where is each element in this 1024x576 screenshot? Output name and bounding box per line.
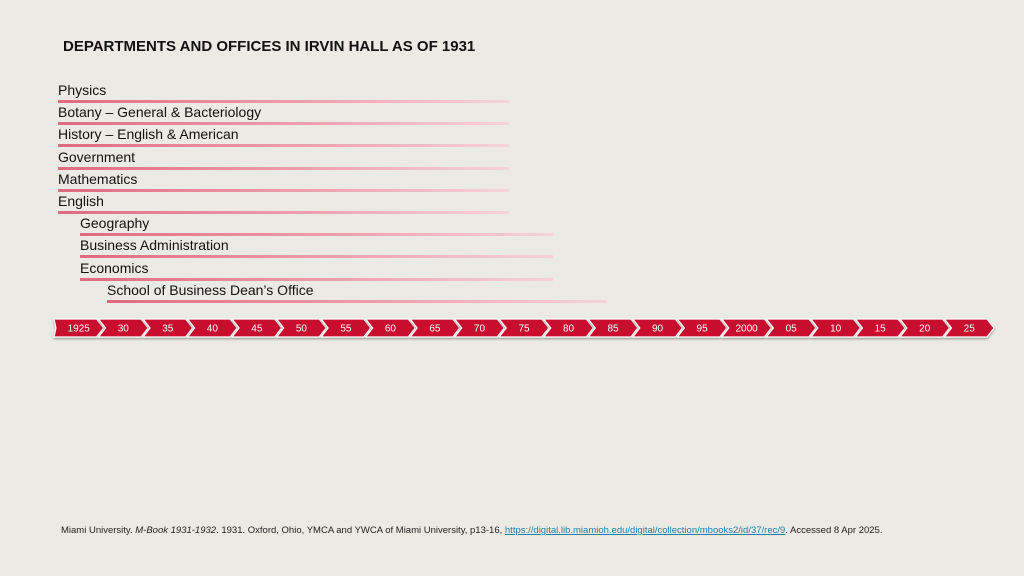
timeline-chevron — [97, 318, 149, 338]
department-bar — [58, 144, 509, 148]
department-label: Mathematics — [58, 170, 138, 187]
timeline-tick-label: 75 — [518, 324, 530, 335]
timeline-tick-label: 95 — [697, 324, 709, 335]
citation-link[interactable]: https://digital.lib.miamioh.edu/digital/… — [504, 525, 786, 536]
department-bar — [107, 299, 607, 303]
department-label: School of Business Dean’s Office — [107, 281, 314, 298]
timeline-chevron — [898, 318, 951, 338]
timeline-chevron — [453, 318, 505, 338]
timeline-tick-label: 30 — [118, 324, 130, 335]
department-label: History – English & American — [58, 126, 239, 143]
timeline-tick-label: 55 — [340, 324, 352, 335]
timeline-chevron — [319, 318, 372, 338]
timeline-chevron — [631, 318, 684, 338]
timeline-chevron — [186, 318, 238, 338]
timeline-chevron — [676, 318, 728, 338]
citation-accessed: . Accessed 8 Apr 2025. — [785, 525, 883, 536]
department-label: Geography — [80, 215, 150, 232]
department-row: Government — [58, 148, 509, 170]
department-row: Geography — [80, 214, 553, 237]
department-label: Government — [58, 148, 136, 165]
timeline-tick-label: 20 — [919, 324, 931, 335]
department-label: Physics — [58, 82, 107, 98]
timeline-tick-label: 40 — [207, 324, 219, 335]
timeline-tick-label: 50 — [296, 324, 308, 335]
timeline-tick-label: 60 — [385, 324, 397, 335]
department-row: Physics — [58, 81, 509, 103]
timeline-tick-label: 1925 — [68, 324, 91, 335]
department-row: School of Business Dean’s Office — [107, 281, 607, 303]
department-bar — [58, 122, 509, 126]
timeline-tick-label: 10 — [830, 324, 842, 335]
department-row: English — [58, 192, 509, 214]
timeline-chevron — [141, 318, 194, 338]
department-bar — [58, 100, 509, 103]
timeline-tick-label: 35 — [162, 324, 174, 335]
department-bar — [58, 166, 509, 170]
department-bar — [80, 277, 553, 281]
timeline-chevron — [809, 318, 862, 338]
department-bar — [80, 255, 553, 259]
timeline-tick-label: 80 — [563, 324, 575, 335]
citation-author: Miami University. — [61, 525, 136, 536]
timeline-chevron — [943, 318, 995, 338]
timeline-tick-label: 90 — [652, 324, 664, 335]
department-bar — [58, 211, 509, 214]
timeline-chevron — [408, 318, 461, 338]
timeline-chevron — [720, 318, 773, 338]
timeline-chevron — [275, 318, 327, 338]
department-row: Business Administration — [80, 236, 553, 259]
department-label: Business Administration — [80, 237, 229, 254]
timeline-chevron — [765, 318, 817, 338]
department-row: Botany – General & Bacteriology — [58, 103, 509, 126]
department-label: English — [58, 193, 104, 209]
timeline-chevron — [230, 318, 283, 338]
department-bar — [58, 188, 509, 192]
timeline-chevron — [854, 318, 906, 338]
timeline-tick-label: 45 — [251, 324, 263, 335]
timeline-tick-label: 2000 — [735, 324, 758, 335]
department-bar — [80, 233, 553, 237]
department-label: Economics — [80, 259, 149, 276]
timeline-tick-label: 65 — [429, 324, 441, 335]
department-row: Mathematics — [58, 170, 509, 192]
citation-work-title: M-Book 1931-1932 — [135, 525, 217, 536]
timeline-chevron — [498, 318, 550, 338]
department-label: Botany – General & Bacteriology — [58, 104, 262, 121]
department-row: Economics — [80, 259, 553, 281]
citation: Miami University. M-Book 1931-1932. 1931… — [61, 524, 991, 538]
citation-details: . 1931. Oxford, Ohio, YMCA and YWCA of M… — [216, 525, 505, 536]
timeline-tick-label: 85 — [607, 324, 619, 335]
timeline-chevron — [364, 318, 416, 338]
timeline-tick-label: 25 — [964, 324, 976, 335]
timeline-tick-label: 70 — [474, 324, 486, 335]
department-row: History – English & American — [58, 125, 509, 148]
timeline-tick-label: 15 — [875, 324, 887, 335]
slide-title: DEPARTMENTS AND OFFICES IN IRVIN HALL AS… — [63, 38, 476, 55]
timeline-chevron — [53, 318, 105, 338]
timeline-chevron — [587, 318, 639, 338]
timeline-chevron — [542, 318, 595, 338]
timeline-tick-label: 05 — [786, 324, 798, 335]
